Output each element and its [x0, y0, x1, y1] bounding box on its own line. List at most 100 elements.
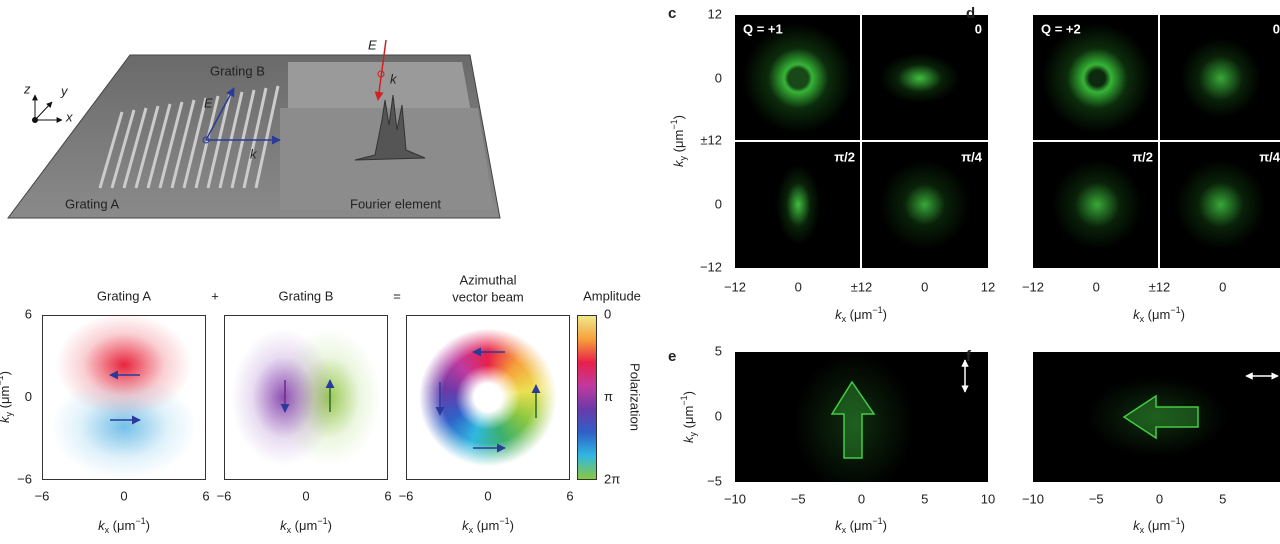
- x-tick-label: 6: [384, 488, 391, 503]
- x-tick-label: 5: [1219, 491, 1226, 506]
- axis-label-part: k: [280, 518, 288, 533]
- axis-label-part: (μm: [1144, 307, 1170, 322]
- tag: 0: [975, 21, 982, 36]
- y-tick-label: ±12: [700, 132, 722, 147]
- axis-label-part: (μm: [473, 518, 499, 533]
- label: z: [23, 81, 31, 96]
- x-tick-label: −6: [217, 488, 232, 503]
- label: Grating B: [210, 63, 265, 78]
- tag: π/4: [1259, 149, 1280, 164]
- y-tick-label: 0: [715, 408, 722, 423]
- axis-label-part: x: [469, 525, 474, 535]
- axis-label-part: k: [835, 518, 843, 533]
- y-tick-label: 0: [715, 196, 722, 211]
- y-tick-label: 0: [25, 389, 32, 404]
- axis-label-part: (μm: [291, 518, 317, 533]
- axis-label-part: −1: [872, 305, 882, 315]
- axis-label-part: ): [681, 391, 696, 395]
- axis-label-part: x: [287, 525, 292, 535]
- plot-title: Grating B: [279, 288, 334, 303]
- axis-label-part: ): [671, 115, 686, 119]
- colorbar-tick: π: [604, 389, 613, 404]
- axis-label-part: ): [1181, 518, 1185, 533]
- x-tick-label: 5: [921, 491, 928, 506]
- label: k: [390, 71, 398, 86]
- plot-grating-b: [224, 315, 388, 480]
- label: E: [204, 95, 213, 110]
- axis-label-part: (μm: [846, 307, 872, 322]
- axis-label-part: ): [328, 518, 332, 533]
- label: E: [368, 37, 377, 52]
- x-tick-label: −12: [724, 279, 746, 294]
- axis-label-part: (μm: [846, 518, 872, 533]
- x-tick-label: 0: [484, 488, 491, 503]
- tag: π/2: [1132, 149, 1153, 164]
- axis-label: kx (μm−1): [1133, 516, 1185, 535]
- x-tick-label: 6: [202, 488, 209, 503]
- x-tick-label: 0: [302, 488, 309, 503]
- tag: 0: [1273, 21, 1280, 36]
- axis-label-part: (μm: [109, 518, 135, 533]
- image-e: [735, 352, 988, 482]
- image-f: [1033, 352, 1280, 482]
- x-tick-label: ±12: [1149, 279, 1171, 294]
- axis-label-part: x: [1140, 525, 1145, 535]
- polarization-arrows: [109, 347, 541, 453]
- colorbar-tick: 2π: [604, 471, 620, 486]
- x-tick-label: 12: [981, 279, 995, 294]
- x-tick-label: −5: [791, 491, 806, 506]
- axis-label-part: y: [688, 431, 698, 436]
- axis-label: ky (μm−1): [0, 371, 14, 423]
- y-tick-label: −12: [700, 259, 722, 274]
- axis-label-part: ): [0, 371, 12, 375]
- y-tick-label: 6: [25, 306, 32, 321]
- x-tick-label: −10: [724, 491, 746, 506]
- x-tick-label: 0: [795, 279, 802, 294]
- render-3d: [7, 39, 501, 219]
- axis-label-part: −1: [679, 395, 689, 405]
- x-tick-label: 6: [566, 488, 573, 503]
- x-tick-label: 0: [1219, 279, 1226, 294]
- plot-grating-a: [42, 315, 206, 480]
- axis-label-part: −1: [499, 516, 509, 526]
- axis-label: ky (μm−1): [679, 391, 698, 443]
- y-tick-label: 12: [708, 6, 722, 21]
- x-tick-label: 0: [858, 491, 865, 506]
- axis-label-part: k: [671, 159, 686, 167]
- axis-label: kx (μm−1): [462, 516, 514, 535]
- panel-letter: c: [668, 5, 676, 22]
- axis-label-part: ): [146, 518, 150, 533]
- colorbar: [577, 315, 597, 480]
- panel-letter: f: [966, 348, 972, 365]
- axis-label-part: −1: [0, 375, 5, 385]
- x-tick-label: −12: [1022, 279, 1044, 294]
- axis-label-part: −1: [669, 119, 679, 129]
- colorbar-title: Amplitude: [583, 288, 641, 303]
- panel-letter: d: [966, 5, 975, 22]
- plot-title: Azimuthal: [459, 272, 516, 287]
- axis-label-part: −1: [1170, 305, 1180, 315]
- x-tick-label: −5: [1089, 491, 1104, 506]
- axis-label: kx (μm−1): [1133, 305, 1185, 324]
- axis-label-part: −1: [872, 516, 882, 526]
- x-tick-label: 0: [1093, 279, 1100, 294]
- axis-label-part: (μm: [681, 406, 696, 432]
- axis-label: kx (μm−1): [835, 516, 887, 535]
- axis-label-part: ): [510, 518, 514, 533]
- x-tick-label: 0: [921, 279, 928, 294]
- axis-label: kx (μm−1): [98, 516, 150, 535]
- label: y: [60, 83, 69, 98]
- axis-label-part: x: [842, 314, 847, 324]
- y-tick-label: −6: [17, 471, 32, 486]
- axis-label: kx (μm−1): [280, 516, 332, 535]
- axis-label-part: k: [98, 518, 106, 533]
- dividers: [735, 15, 1280, 268]
- axis-label-part: k: [835, 307, 843, 322]
- x-tick-label: −6: [399, 488, 414, 503]
- x-tick-label: −10: [1022, 491, 1044, 506]
- y-tick-label: 5: [715, 343, 722, 358]
- axis-label-part: x: [105, 525, 110, 535]
- axis-label: kx (μm−1): [835, 305, 887, 324]
- green-arrows: [830, 359, 1279, 459]
